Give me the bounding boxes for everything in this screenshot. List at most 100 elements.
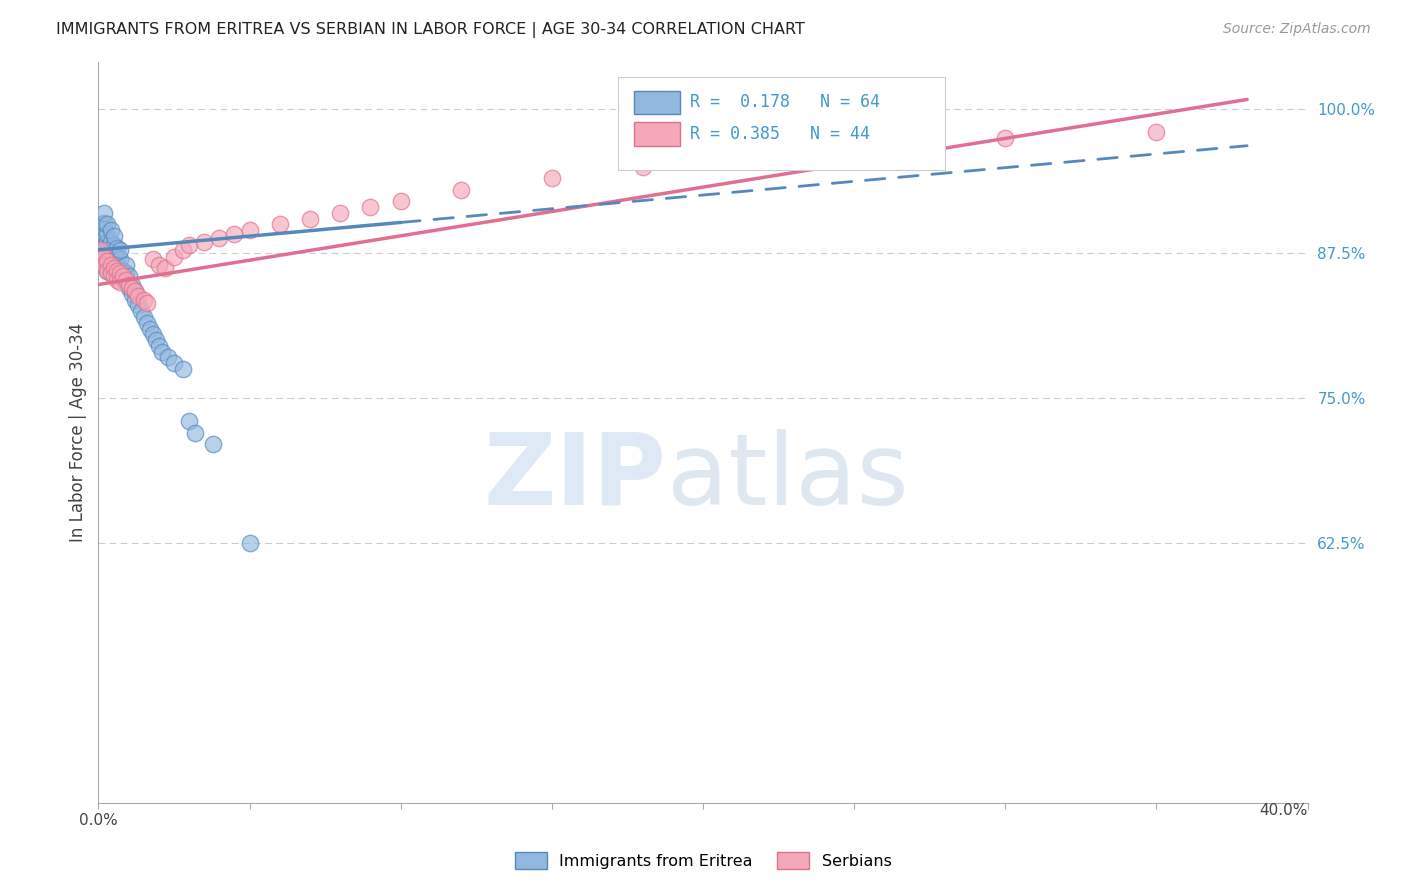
Point bbox=[93, 246, 115, 260]
Point bbox=[299, 211, 322, 226]
Point bbox=[90, 240, 112, 254]
Point bbox=[96, 263, 118, 277]
Point bbox=[184, 425, 207, 440]
Point bbox=[111, 263, 134, 277]
Point bbox=[540, 171, 562, 186]
Point bbox=[93, 227, 115, 241]
Point bbox=[108, 243, 131, 257]
Point bbox=[103, 254, 125, 268]
Point bbox=[145, 333, 167, 347]
Point bbox=[844, 142, 866, 156]
Text: atlas: atlas bbox=[666, 428, 908, 525]
Point bbox=[124, 285, 146, 299]
Point bbox=[105, 258, 128, 272]
Point bbox=[96, 235, 118, 249]
Point bbox=[208, 231, 231, 245]
Point bbox=[631, 160, 654, 174]
Point bbox=[103, 261, 125, 276]
Text: IMMIGRANTS FROM ERITREA VS SERBIAN IN LABOR FORCE | AGE 30-34 CORRELATION CHART: IMMIGRANTS FROM ERITREA VS SERBIAN IN LA… bbox=[56, 22, 806, 38]
Point bbox=[96, 263, 118, 277]
Point bbox=[90, 223, 112, 237]
Point bbox=[105, 273, 128, 287]
Point bbox=[103, 246, 125, 260]
Point bbox=[224, 227, 246, 241]
Point bbox=[239, 223, 262, 237]
Point bbox=[163, 250, 186, 264]
FancyBboxPatch shape bbox=[634, 122, 681, 146]
Point bbox=[114, 258, 136, 272]
Point bbox=[127, 298, 149, 312]
Point bbox=[132, 310, 155, 324]
Point bbox=[96, 258, 118, 272]
Point bbox=[118, 277, 141, 292]
Point bbox=[124, 285, 146, 299]
Point bbox=[172, 362, 194, 376]
Point bbox=[108, 261, 131, 276]
Point bbox=[103, 229, 125, 244]
Point bbox=[142, 327, 165, 342]
Point bbox=[93, 220, 115, 235]
Point bbox=[96, 243, 118, 257]
Point bbox=[108, 269, 131, 284]
Point bbox=[96, 250, 118, 264]
Point bbox=[105, 250, 128, 264]
Point bbox=[90, 229, 112, 244]
Point bbox=[105, 263, 128, 277]
Point bbox=[100, 258, 122, 272]
Point bbox=[93, 252, 115, 266]
Point bbox=[93, 206, 115, 220]
Point bbox=[148, 258, 170, 272]
Point bbox=[163, 356, 186, 370]
Point bbox=[100, 235, 122, 249]
Point bbox=[118, 281, 141, 295]
Point bbox=[129, 304, 152, 318]
Point bbox=[100, 266, 122, 280]
Point bbox=[153, 261, 176, 276]
Point bbox=[994, 130, 1017, 145]
Point bbox=[96, 254, 118, 268]
Text: Source: ZipAtlas.com: Source: ZipAtlas.com bbox=[1223, 22, 1371, 37]
Point bbox=[108, 252, 131, 266]
Point bbox=[108, 275, 131, 289]
Point bbox=[121, 281, 143, 295]
Y-axis label: In Labor Force | Age 30-34: In Labor Force | Age 30-34 bbox=[69, 323, 87, 542]
Point bbox=[172, 243, 194, 257]
Point bbox=[105, 266, 128, 280]
Point bbox=[90, 243, 112, 257]
Point bbox=[118, 269, 141, 284]
Point bbox=[100, 246, 122, 260]
Point bbox=[93, 231, 115, 245]
Point bbox=[93, 250, 115, 264]
Point bbox=[139, 321, 162, 335]
Point bbox=[148, 339, 170, 353]
Point bbox=[105, 240, 128, 254]
Point bbox=[193, 235, 215, 249]
Point bbox=[202, 437, 225, 451]
Point bbox=[93, 258, 115, 272]
Point bbox=[90, 218, 112, 232]
Point bbox=[132, 293, 155, 307]
Point bbox=[179, 414, 201, 428]
Legend: Immigrants from Eritrea, Serbians: Immigrants from Eritrea, Serbians bbox=[508, 846, 898, 875]
Point bbox=[93, 216, 115, 230]
FancyBboxPatch shape bbox=[634, 91, 681, 114]
Point bbox=[269, 218, 291, 232]
Point bbox=[103, 238, 125, 252]
Point bbox=[100, 258, 122, 272]
Point bbox=[135, 316, 157, 330]
Point bbox=[108, 266, 131, 280]
Point bbox=[1144, 125, 1167, 139]
Point bbox=[111, 273, 134, 287]
Point bbox=[93, 238, 115, 252]
Point bbox=[389, 194, 412, 209]
Point bbox=[121, 277, 143, 292]
Point bbox=[114, 273, 136, 287]
Point bbox=[124, 293, 146, 307]
Point bbox=[179, 238, 201, 252]
Point bbox=[135, 296, 157, 310]
Point bbox=[239, 535, 262, 549]
Text: ZIP: ZIP bbox=[484, 428, 666, 525]
Text: R = 0.385   N = 44: R = 0.385 N = 44 bbox=[690, 125, 870, 143]
Point bbox=[103, 263, 125, 277]
Point bbox=[111, 269, 134, 284]
